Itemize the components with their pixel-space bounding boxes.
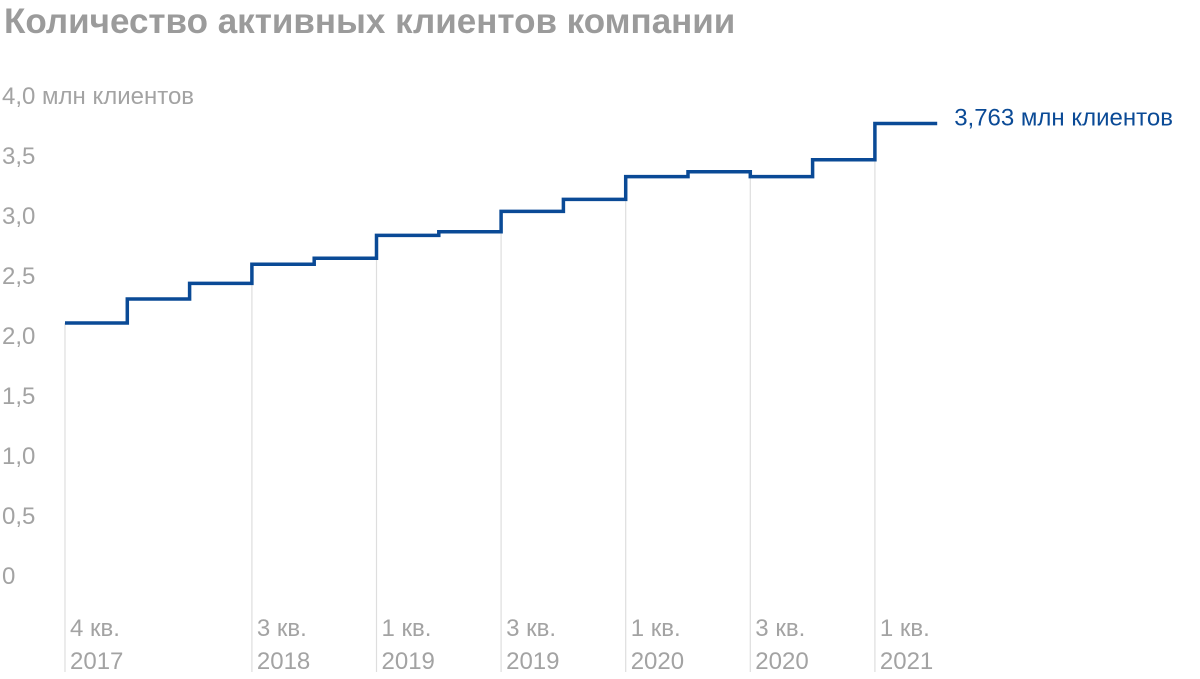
y-tick-label: 0 bbox=[2, 563, 15, 590]
series-layer bbox=[65, 121, 938, 325]
x-tick-label: 3 кв. bbox=[257, 615, 307, 642]
y-tick-label: 3,5 bbox=[2, 143, 35, 170]
x-tick-label: 2020 bbox=[755, 648, 808, 675]
x-tick-label: 2019 bbox=[506, 648, 559, 675]
end-value-label: 3,763 млн клиентов bbox=[954, 104, 1173, 131]
grid-lines bbox=[64, 123, 876, 672]
x-tick-label: 3 кв. bbox=[506, 615, 556, 642]
x-tick-label: 2019 bbox=[382, 648, 435, 675]
y-tick-label: 1,5 bbox=[2, 383, 35, 410]
x-tick-label: 4 кв. bbox=[70, 615, 120, 642]
x-axis: 4 кв. 2017 3 кв. 2018 1 кв. 2019 3 кв. 2019 1 кв… bbox=[70, 615, 933, 675]
x-tick-label: 1 кв. bbox=[631, 615, 681, 642]
y-tick-label: 3,0 bbox=[2, 203, 35, 230]
y-tick-label: 0,5 bbox=[2, 503, 35, 530]
x-tick-label: 2017 bbox=[70, 648, 123, 675]
y-axis: 0 0,5 1,0 1,5 2,0 2,5 3,0 3,5 4,0 млн клиентов bbox=[2, 83, 194, 590]
x-tick-label: 3 кв. bbox=[755, 615, 805, 642]
x-tick-label: 1 кв. bbox=[880, 615, 930, 642]
x-tick-label: 2020 bbox=[631, 648, 684, 675]
x-tick-label: 2018 bbox=[257, 648, 310, 675]
y-tick-label: 1,0 bbox=[2, 443, 35, 470]
y-tick-label: 2,5 bbox=[2, 263, 35, 290]
chart-title: Количество активных клиентов компании bbox=[4, 2, 736, 41]
y-tick-label: 2,0 bbox=[2, 323, 35, 350]
x-tick-label: 2021 bbox=[880, 648, 933, 675]
y-tick-label: 4,0 млн клиентов bbox=[2, 83, 194, 110]
x-tick-label: 1 кв. bbox=[382, 615, 432, 642]
